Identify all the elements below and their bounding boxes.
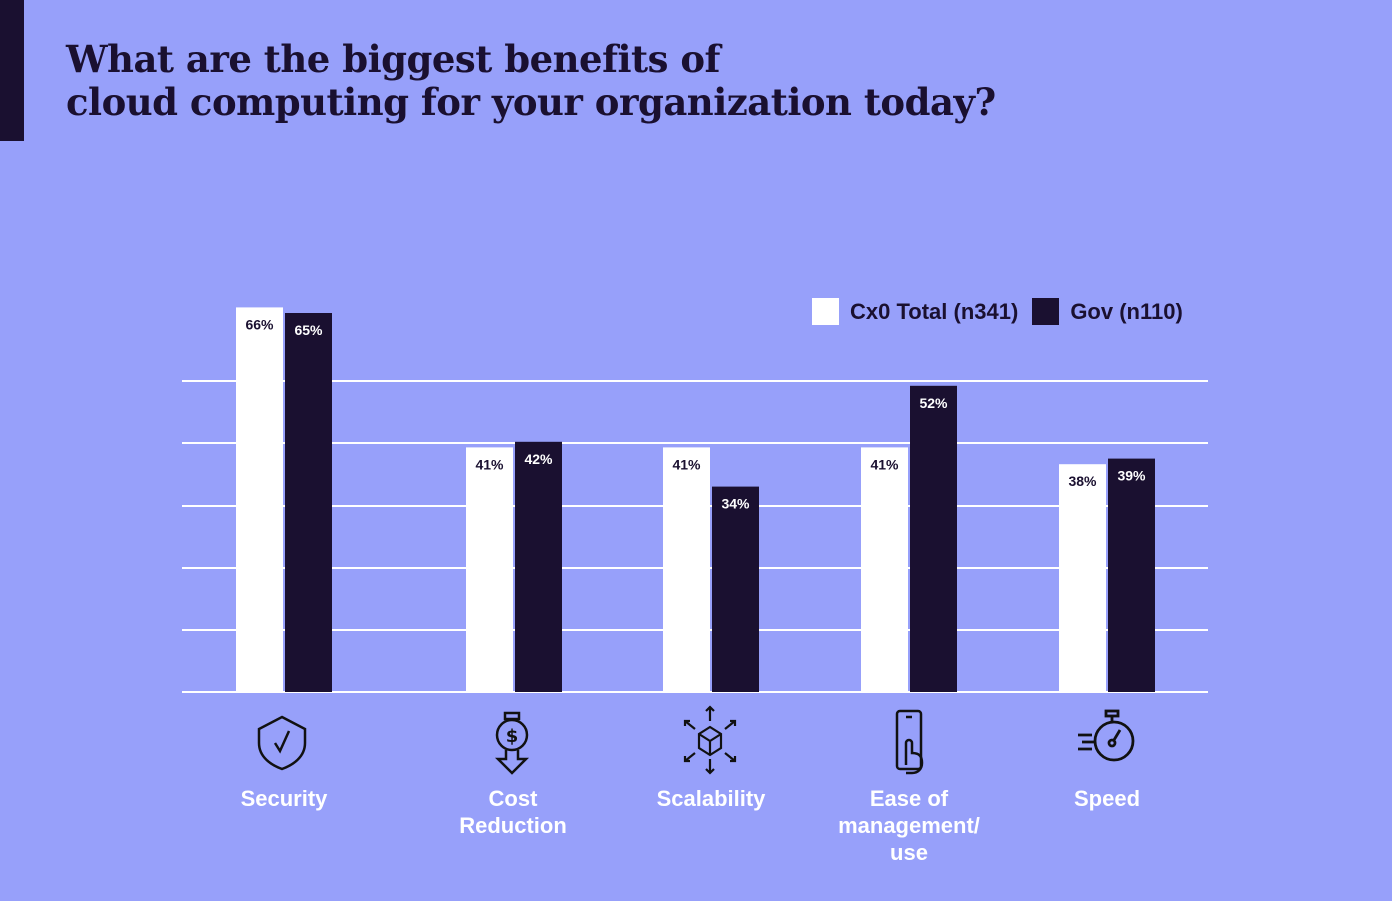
legend-swatch-cx0 [812, 298, 839, 325]
bar-gov [285, 313, 332, 692]
data-label: 39% [1117, 468, 1146, 484]
title-line-2: cloud computing for your organization to… [66, 80, 996, 124]
bar-cx0 [236, 307, 283, 692]
data-label: 38% [1068, 473, 1097, 489]
data-label: 41% [475, 456, 504, 472]
data-label: 41% [870, 456, 899, 472]
category-label-ease: Ease of management/use [838, 786, 980, 865]
bar-cx0 [1059, 464, 1106, 692]
data-label: 41% [672, 456, 701, 472]
bar-gov [515, 441, 562, 692]
category-label-speed: Speed [1073, 786, 1141, 811]
dollar-down-arrow-icon: $ [494, 711, 530, 775]
bar-cx0 [861, 447, 908, 692]
data-label: 66% [245, 316, 274, 332]
bar-gov [712, 486, 759, 692]
legend-label-cx0: Cx0 Total (n341) [850, 298, 1019, 324]
bar-gov [910, 385, 957, 692]
bar-cx0 [663, 447, 710, 692]
data-label: 42% [524, 451, 553, 467]
legend: Cx0 Total (n341) Gov (n110) [812, 298, 1183, 325]
title-line-1: What are the biggest benefits of [66, 37, 720, 81]
legend-swatch-gov [1032, 298, 1060, 325]
data-label: 52% [919, 395, 948, 411]
phone-touch-icon [895, 709, 924, 775]
shield-check-icon [257, 715, 307, 771]
cube-expand-icon [683, 705, 737, 775]
category-label-cost-reduction: Cost Reduction [459, 786, 567, 838]
data-label: 65% [294, 322, 323, 338]
bar-cx0 [466, 447, 513, 692]
legend-label-gov: Gov (n110) [1070, 298, 1183, 324]
svg-text:$: $ [506, 726, 519, 747]
category-label-scalability: Scalability [656, 786, 766, 811]
category-label-security: Security [240, 786, 328, 811]
bar-gov [1108, 458, 1155, 692]
chart-title: What are the biggest benefits of cloud c… [66, 38, 996, 124]
accent-bar [0, 0, 24, 141]
stopwatch-speed-icon [1078, 709, 1135, 762]
data-label: 34% [721, 496, 750, 512]
